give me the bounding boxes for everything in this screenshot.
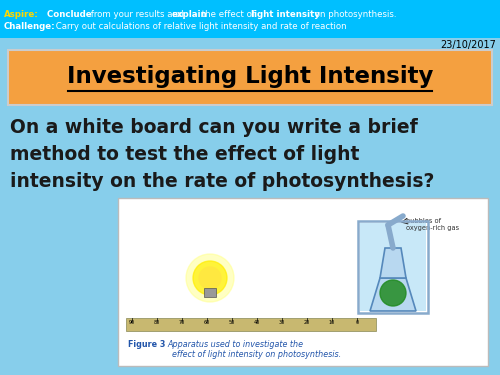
Text: Carry out calculations of relative light intensity and rate of reaction: Carry out calculations of relative light… <box>53 22 346 31</box>
Text: Conclude: Conclude <box>44 10 92 19</box>
Text: method to test the effect of light: method to test the effect of light <box>10 145 360 164</box>
Text: intensity on the rate of photosynthesis?: intensity on the rate of photosynthesis? <box>10 172 434 191</box>
Text: Apparatus used to investigate the
  effect of light intensity on photosynthesis.: Apparatus used to investigate the effect… <box>167 340 341 359</box>
Text: on photosynthesis.: on photosynthesis. <box>312 10 396 19</box>
Bar <box>358 221 428 313</box>
Text: 23/10/2017: 23/10/2017 <box>440 40 496 50</box>
Polygon shape <box>380 248 406 278</box>
Text: 20: 20 <box>304 320 310 325</box>
Text: 70: 70 <box>179 320 185 325</box>
Text: from your results and: from your results and <box>88 10 186 19</box>
Bar <box>126 318 376 331</box>
Bar <box>0 0 500 38</box>
Circle shape <box>199 267 221 289</box>
Text: Investigating Light Intensity: Investigating Light Intensity <box>67 66 433 88</box>
Text: 90: 90 <box>129 320 135 325</box>
Text: light intensity: light intensity <box>251 10 320 19</box>
Text: 10: 10 <box>329 320 335 325</box>
Text: 0: 0 <box>356 320 358 325</box>
Text: 50: 50 <box>229 320 235 325</box>
Polygon shape <box>370 278 416 311</box>
Text: On a white board can you write a brief: On a white board can you write a brief <box>10 118 418 137</box>
Bar <box>204 288 216 297</box>
Text: bubbles of
oxygen-rich gas: bubbles of oxygen-rich gas <box>406 218 459 231</box>
Circle shape <box>193 261 227 295</box>
Text: the effect of: the effect of <box>199 10 258 19</box>
Text: explain: explain <box>172 10 208 19</box>
Text: Challenge:: Challenge: <box>4 22 56 31</box>
Bar <box>118 198 488 366</box>
Circle shape <box>380 280 406 306</box>
Text: 30: 30 <box>279 320 285 325</box>
Text: 40: 40 <box>254 320 260 325</box>
Text: 80: 80 <box>154 320 160 325</box>
Circle shape <box>186 254 234 302</box>
Bar <box>360 223 426 311</box>
Text: Figure 3: Figure 3 <box>128 340 171 349</box>
Text: 60: 60 <box>204 320 210 325</box>
Text: Aspire:: Aspire: <box>4 10 39 19</box>
Bar <box>8 50 492 105</box>
